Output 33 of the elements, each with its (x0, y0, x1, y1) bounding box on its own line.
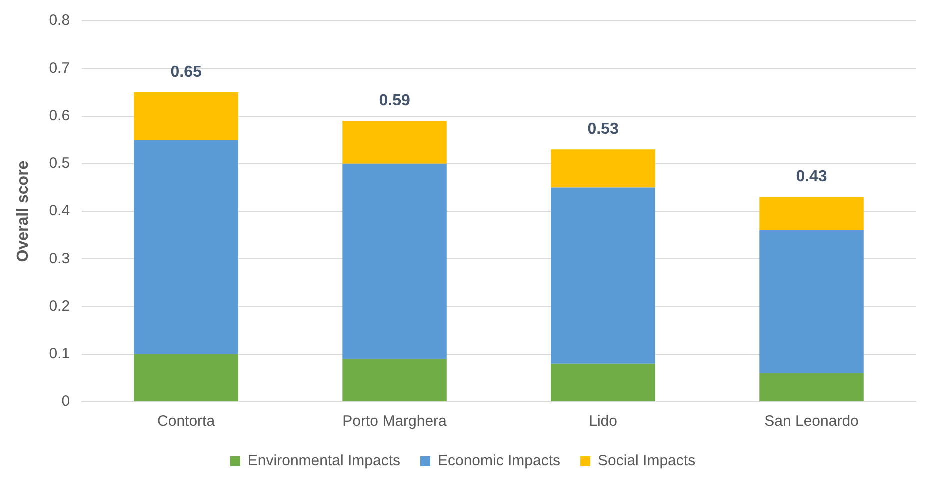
total-label: 0.59 (379, 92, 410, 110)
bar (760, 230, 864, 374)
legend-label: Environmental Impacts (248, 452, 401, 470)
y-tick-label: 0.1 (49, 346, 70, 363)
legend-label: Social Impacts (598, 452, 696, 470)
y-tick-label: 0.6 (49, 107, 70, 124)
bar (134, 92, 238, 140)
y-tick-label: 0.2 (49, 298, 70, 315)
y-tick-label: 0.4 (49, 202, 70, 220)
bar (760, 373, 864, 402)
x-tick-label: San Leonardo (764, 413, 859, 430)
total-label: 0.65 (170, 64, 202, 81)
y-axis-title: Overall score (15, 160, 32, 262)
x-tick-label: Contorta (158, 413, 216, 430)
y-tick-label: 0.5 (49, 155, 70, 172)
bar (342, 164, 447, 360)
legend-label: Economic Impacts (438, 452, 561, 470)
y-tick-label: 0.7 (49, 60, 70, 77)
bar (760, 197, 864, 231)
x-tick-label: Porto Marghera (342, 413, 448, 430)
y-tick-label: 0 (62, 393, 70, 410)
y-tick-label: 0.3 (49, 250, 70, 268)
bar (342, 121, 447, 164)
bar (342, 359, 447, 402)
y-tick-label: 0.8 (49, 12, 70, 30)
total-label: 0.43 (796, 168, 828, 186)
bar (551, 150, 656, 188)
x-tick-label: Lido (589, 413, 618, 430)
bar (551, 364, 656, 402)
total-label: 0.53 (588, 120, 619, 138)
bar (134, 354, 238, 402)
bar (134, 140, 238, 354)
bar (551, 188, 656, 364)
